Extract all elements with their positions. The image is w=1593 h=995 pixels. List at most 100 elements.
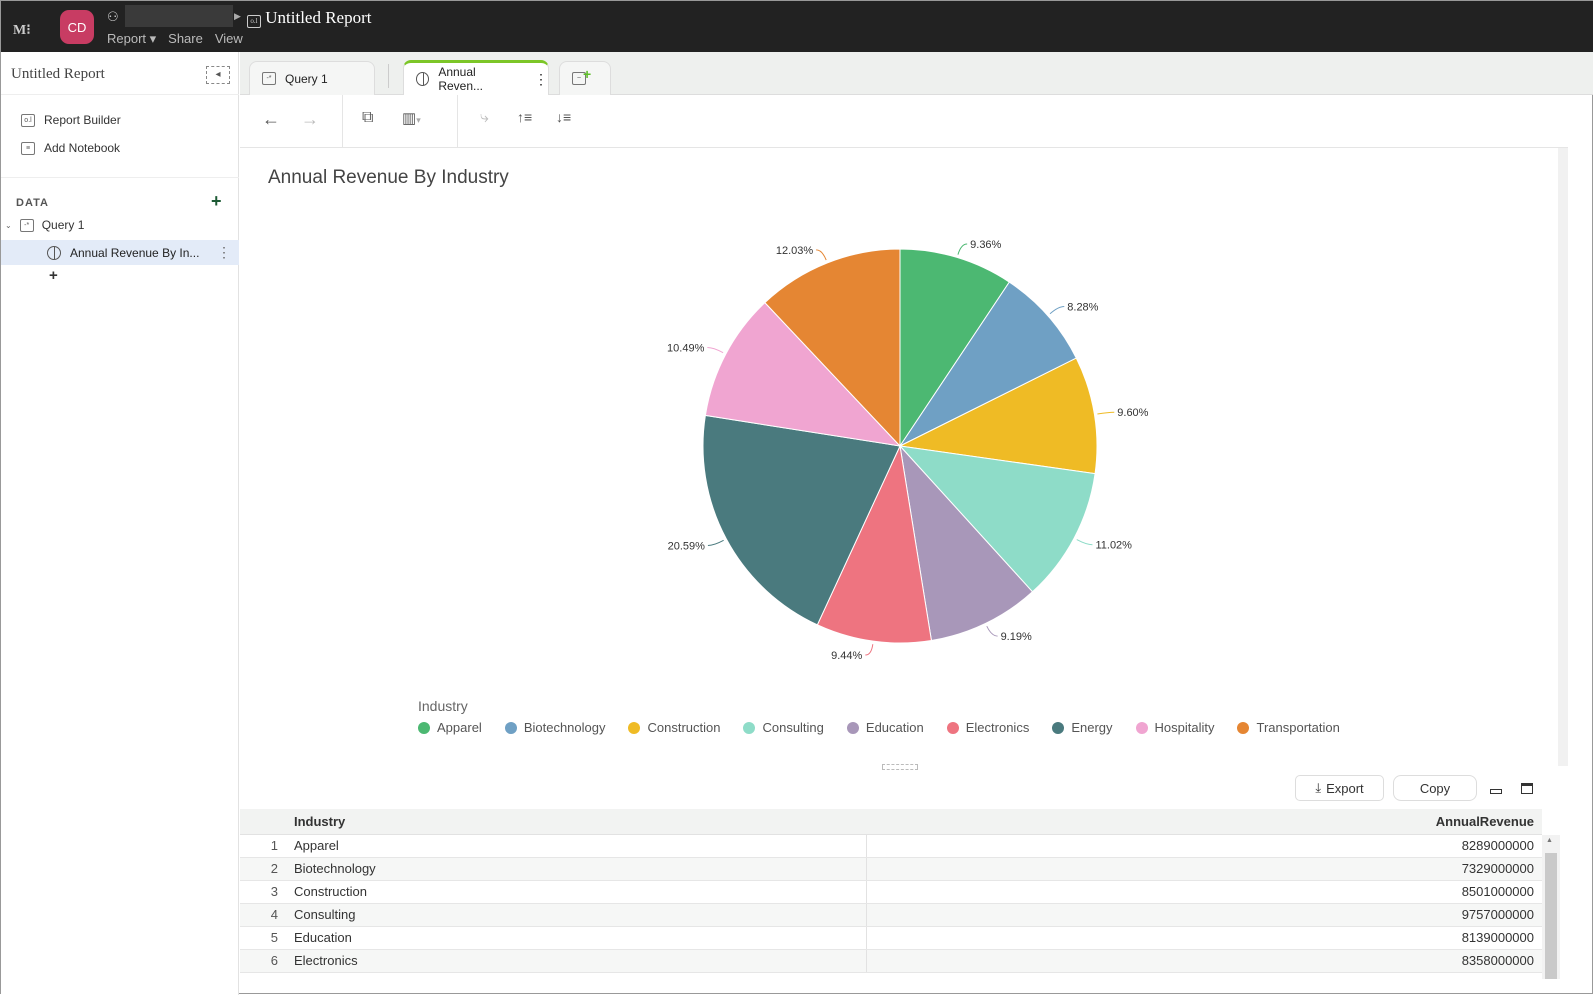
sidebar-item-label: Add Notebook xyxy=(44,141,121,155)
data-table: Industry AnnualRevenue 1 Apparel 828900000… xyxy=(240,809,1542,973)
sidebar-item-label: Query 1 xyxy=(41,218,85,232)
cell-annual-revenue: 7329000000 xyxy=(866,857,1542,881)
column-header-industry[interactable]: Industry xyxy=(286,809,867,835)
legend-item[interactable]: Consulting xyxy=(743,720,824,735)
sort-descending-icon[interactable]: ↓≡ xyxy=(556,109,572,125)
minimize-icon[interactable] xyxy=(1490,789,1502,794)
divider xyxy=(342,95,343,148)
export-button[interactable]: ⤓ Export xyxy=(1295,775,1384,801)
swap-axes-icon[interactable]: ⤷ xyxy=(480,109,489,126)
pie-slice-electronics[interactable] xyxy=(816,444,933,644)
cell-annual-revenue: 8289000000 xyxy=(866,834,1542,858)
download-icon: ⤓ xyxy=(1315,780,1322,795)
cell-industry: Electronics xyxy=(286,949,867,973)
legend-item[interactable]: Transportation xyxy=(1237,720,1340,735)
table-scrollbar[interactable]: ▲ xyxy=(1542,835,1560,979)
resize-handle[interactable] xyxy=(882,764,918,770)
sidebar-item-annual-revenue[interactable]: Annual Revenue By In... ⋮ xyxy=(1,240,239,265)
top-bar: M⁝ CD ⚇ ▶ o.l Untitled Report Report ▾ S… xyxy=(1,1,1593,52)
cell-industry: Apparel xyxy=(286,834,867,858)
more-options-icon[interactable]: ⋮ xyxy=(534,70,548,87)
table-row[interactable]: 6 Electronics 8358000000 xyxy=(240,949,1542,973)
column-header-annual-revenue[interactable]: AnnualRevenue xyxy=(866,809,1542,835)
pie-slice-hospitality[interactable] xyxy=(704,301,902,447)
label-leader-line xyxy=(707,347,724,354)
duplicate-icon[interactable]: ⧉ xyxy=(362,109,374,126)
scrollbar-thumb[interactable] xyxy=(1545,853,1557,979)
divider xyxy=(1,177,239,178)
more-options-icon[interactable]: ⋮ xyxy=(217,244,231,260)
table-row[interactable]: 2 Biotechnology 7329000000 xyxy=(240,857,1542,881)
table-row[interactable]: 4 Consulting 9757000000 xyxy=(240,903,1542,927)
legend-item[interactable]: Hospitality xyxy=(1135,720,1214,735)
menu-share[interactable]: Share xyxy=(168,31,203,46)
label-leader-line xyxy=(1097,411,1115,415)
data-label: 10.49% xyxy=(667,343,705,355)
collapse-sidebar-icon[interactable]: ◂ xyxy=(206,66,230,84)
pie-slice-education[interactable] xyxy=(899,444,1034,642)
legend-swatch xyxy=(418,721,430,734)
sidebar-item-report-builder[interactable]: o.l Report Builder xyxy=(21,113,121,127)
pie-slice-transportation[interactable] xyxy=(764,248,901,448)
cell-industry: Consulting xyxy=(286,903,867,927)
data-section-label: DATA xyxy=(16,197,49,209)
avatar[interactable]: CD xyxy=(60,10,94,44)
legend-label: Construction xyxy=(647,720,721,735)
legend-item[interactable]: Education xyxy=(846,720,924,735)
label-leader-line xyxy=(865,644,874,656)
label-leader-line xyxy=(1076,539,1093,546)
report-builder-icon: o.l xyxy=(21,113,35,127)
legend-swatch xyxy=(743,721,756,734)
report-title[interactable]: o.l Untitled Report xyxy=(247,8,371,28)
add-chart-icon: ~ xyxy=(572,72,586,85)
row-number-header xyxy=(240,809,286,835)
sort-ascending-icon[interactable]: ↑≡ xyxy=(517,109,533,125)
menu-view[interactable]: View xyxy=(214,31,243,46)
sidebar-item-label: Annual Revenue By In... xyxy=(70,245,200,260)
pie-slice-consulting[interactable] xyxy=(898,445,1096,593)
pie-chart: 9.36% 8.28% 9.60% 11.02% 9.19% 9.44% 20.59% 10.… xyxy=(667,239,1149,662)
legend-item[interactable]: Energy xyxy=(1052,720,1113,735)
legend-swatch xyxy=(1052,721,1065,734)
sidebar-item-query-1[interactable]: ⌄ -* Query 1 xyxy=(5,218,84,232)
legend-item[interactable]: Construction xyxy=(628,720,720,735)
clear-chart-icon[interactable]: ▥▾ xyxy=(402,110,421,127)
report-title-text: Untitled Report xyxy=(265,8,372,27)
redo-arrow-icon[interactable]: → xyxy=(301,109,319,129)
maximize-icon[interactable] xyxy=(1521,783,1533,794)
cell-industry: Construction xyxy=(286,880,867,904)
table-toolbar: ⤓ Export Copy xyxy=(240,770,1568,809)
row-number: 4 xyxy=(240,903,286,927)
table-row[interactable]: 3 Construction 8501000000 xyxy=(240,880,1542,904)
app-logo[interactable]: M⁝ xyxy=(13,23,31,38)
menu-report[interactable]: Report ▾ xyxy=(107,31,157,46)
table-row[interactable]: 1 Apparel 8289000000 xyxy=(240,834,1542,858)
tab-query-1[interactable]: -* Query 1 xyxy=(249,61,375,95)
add-visual-icon[interactable]: + xyxy=(49,267,58,284)
copy-button[interactable]: Copy xyxy=(1393,775,1477,801)
toolbar: ← → ⧉ ▥▾ ⤷ ↑≡ ↓≡ xyxy=(240,95,1568,148)
pie-slice-biotechnology[interactable] xyxy=(898,281,1077,448)
cell-annual-revenue: 8501000000 xyxy=(866,880,1542,904)
tab-annual-revenue[interactable]: Annual Reven... ⋮ xyxy=(403,60,549,95)
divider xyxy=(1,94,239,95)
undo-arrow-icon[interactable]: ← xyxy=(262,109,280,129)
legend-item[interactable]: Electronics xyxy=(946,720,1030,735)
table-header-row: Industry AnnualRevenue xyxy=(240,809,1542,835)
add-tab-button[interactable]: ~ + xyxy=(559,61,611,95)
chart-scrollbar[interactable] xyxy=(1558,148,1568,766)
org-icon: ⚇ xyxy=(107,9,119,24)
pie-slice-apparel[interactable] xyxy=(899,248,1010,448)
pie-slice-construction[interactable] xyxy=(898,357,1098,475)
legend-item[interactable]: Apparel xyxy=(418,720,482,735)
breadcrumb-arrow-icon: ▶ xyxy=(234,11,241,21)
sidebar-item-add-notebook[interactable]: ≡ Add Notebook xyxy=(21,141,120,155)
add-data-icon[interactable]: + xyxy=(211,191,222,211)
table-row[interactable]: 5 Education 8139000000 xyxy=(240,926,1542,950)
data-label: 9.19% xyxy=(1001,631,1032,643)
legend-item[interactable]: Biotechnology xyxy=(504,720,605,735)
chevron-down-icon[interactable]: ⌄ xyxy=(5,220,12,230)
legend-label: Electronics xyxy=(965,720,1030,735)
pie-slice-energy[interactable] xyxy=(702,414,901,626)
sidebar: Untitled Report ◂ o.l Report Builder ≡ Add… xyxy=(1,52,239,995)
